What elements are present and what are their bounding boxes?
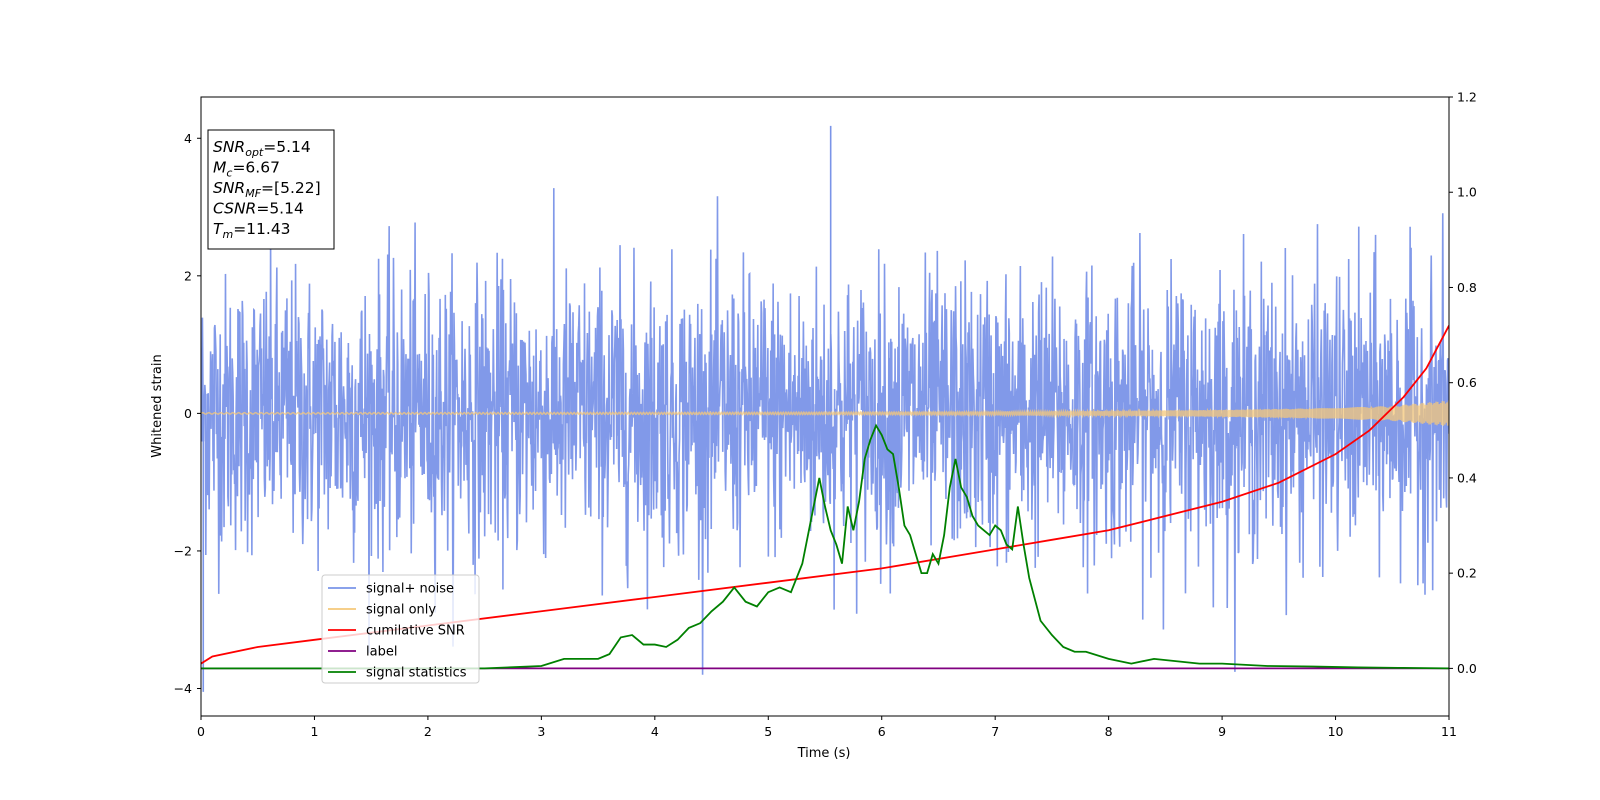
legend-label: signal only	[366, 603, 436, 618]
info-box-row: SNRopt=5.14	[213, 138, 311, 159]
x-tick-label: 5	[764, 724, 772, 739]
info-box-row: CSNR=5.14	[213, 200, 304, 218]
series-signal-only	[201, 400, 1449, 426]
y2-tick-label: 0.0	[1457, 661, 1477, 676]
y2-tick-label: 0.4	[1457, 470, 1477, 485]
x-tick-label: 11	[1441, 724, 1457, 739]
line-signal-statistics	[201, 423, 1449, 670]
line-signal-noise	[201, 188, 1449, 675]
x-tick-label: 2	[424, 724, 432, 739]
line-signal-only	[201, 400, 1449, 426]
info-box-row: SNRMF=[5.22]	[213, 179, 321, 200]
y-tick-label: 2	[184, 268, 192, 283]
y-tick-label: 4	[184, 131, 192, 146]
y-axis-label: Whitened strain	[150, 354, 165, 457]
legend: signal+ noise signal only cumilative SNR la…	[321, 574, 480, 684]
x-tick-label: 10	[1328, 724, 1344, 739]
x-tick-label: 4	[651, 724, 659, 739]
y2-tick-label: 1.2	[1457, 90, 1477, 105]
legend-label: signal+ noise	[366, 582, 454, 597]
info-box-frame	[207, 129, 335, 250]
x-tick-label: 9	[1218, 724, 1226, 739]
info-box-row: Tm=11.43	[213, 220, 291, 241]
x-tick-label: 3	[537, 724, 545, 739]
plot-frame	[200, 96, 1450, 717]
y-tick-label: −2	[174, 543, 192, 558]
x-axis: 0 1 2 3 4 5 6 7 8 9 10 11	[197, 716, 1457, 739]
y-axis-left: −4 −2 0 2 4	[174, 131, 201, 696]
legend-label: cumilative SNR	[366, 624, 465, 639]
legend-frame	[321, 574, 480, 684]
y-tick-label: −4	[174, 681, 192, 696]
y2-tick-label: 0.2	[1457, 566, 1477, 581]
x-tick-label: 1	[310, 724, 318, 739]
x-tick-label: 8	[1105, 724, 1113, 739]
y-tick-label: 0	[184, 406, 192, 421]
y2-tick-label: 0.6	[1457, 375, 1477, 390]
x-tick-label: 6	[878, 724, 886, 739]
y-axis-right: 0.0 0.2 0.4 0.6 0.8 1.0 1.2	[1449, 90, 1477, 676]
x-tick-label: 7	[991, 724, 999, 739]
x-axis-label: Time (s)	[797, 746, 851, 761]
legend-label: signal statistics	[366, 666, 467, 681]
y2-tick-label: 1.0	[1457, 185, 1477, 200]
series-signal-noise	[201, 125, 1449, 692]
legend-label: label	[366, 645, 397, 660]
x-tick-label: 0	[197, 724, 205, 739]
info-box-row: Mc=6.67	[213, 159, 280, 180]
y2-tick-label: 0.8	[1457, 280, 1477, 295]
